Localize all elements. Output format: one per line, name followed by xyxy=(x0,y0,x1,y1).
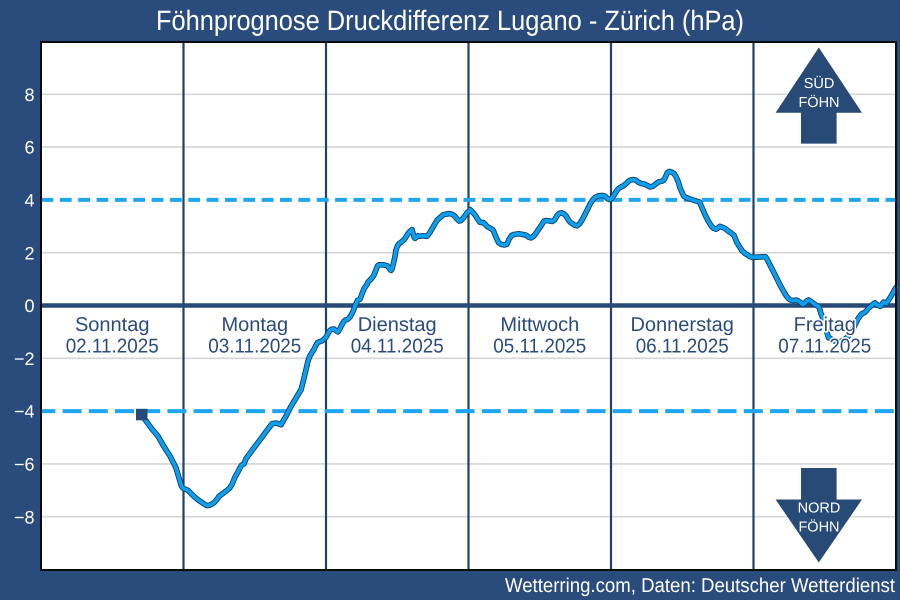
svg-text:03.11.2025: 03.11.2025 xyxy=(208,335,301,357)
svg-text:−6: −6 xyxy=(14,455,35,475)
svg-text:FÖHN: FÖHN xyxy=(798,519,839,536)
svg-text:07.11.2025: 07.11.2025 xyxy=(778,335,871,357)
svg-text:SÜD: SÜD xyxy=(804,75,835,92)
svg-text:FÖHN: FÖHN xyxy=(798,94,839,111)
svg-text:Mittwoch: Mittwoch xyxy=(500,314,579,336)
svg-text:02.11.2025: 02.11.2025 xyxy=(66,335,159,357)
svg-text:2: 2 xyxy=(24,243,34,263)
svg-text:Montag: Montag xyxy=(221,314,288,336)
svg-text:−8: −8 xyxy=(14,507,35,527)
svg-text:6: 6 xyxy=(24,138,34,158)
svg-text:8: 8 xyxy=(24,85,34,105)
svg-text:NORD: NORD xyxy=(798,501,841,517)
svg-text:0: 0 xyxy=(24,296,34,316)
svg-text:Sonntag: Sonntag xyxy=(75,314,150,336)
svg-text:04.11.2025: 04.11.2025 xyxy=(351,335,444,357)
svg-text:Wetterring.com, Daten: Deutsch: Wetterring.com, Daten: Deutscher Wetterd… xyxy=(505,575,895,597)
svg-text:4: 4 xyxy=(24,191,34,211)
svg-text:Freitag: Freitag xyxy=(794,314,856,336)
svg-text:05.11.2025: 05.11.2025 xyxy=(493,335,586,357)
svg-text:−2: −2 xyxy=(14,349,35,369)
svg-text:−4: −4 xyxy=(14,402,35,422)
svg-text:Dienstag: Dienstag xyxy=(358,314,437,336)
svg-text:06.11.2025: 06.11.2025 xyxy=(636,335,729,357)
svg-text:Föhnprognose Druckdifferenz Lu: Föhnprognose Druckdifferenz Lugano - Zür… xyxy=(156,5,744,36)
svg-text:Donnerstag: Donnerstag xyxy=(630,314,733,336)
